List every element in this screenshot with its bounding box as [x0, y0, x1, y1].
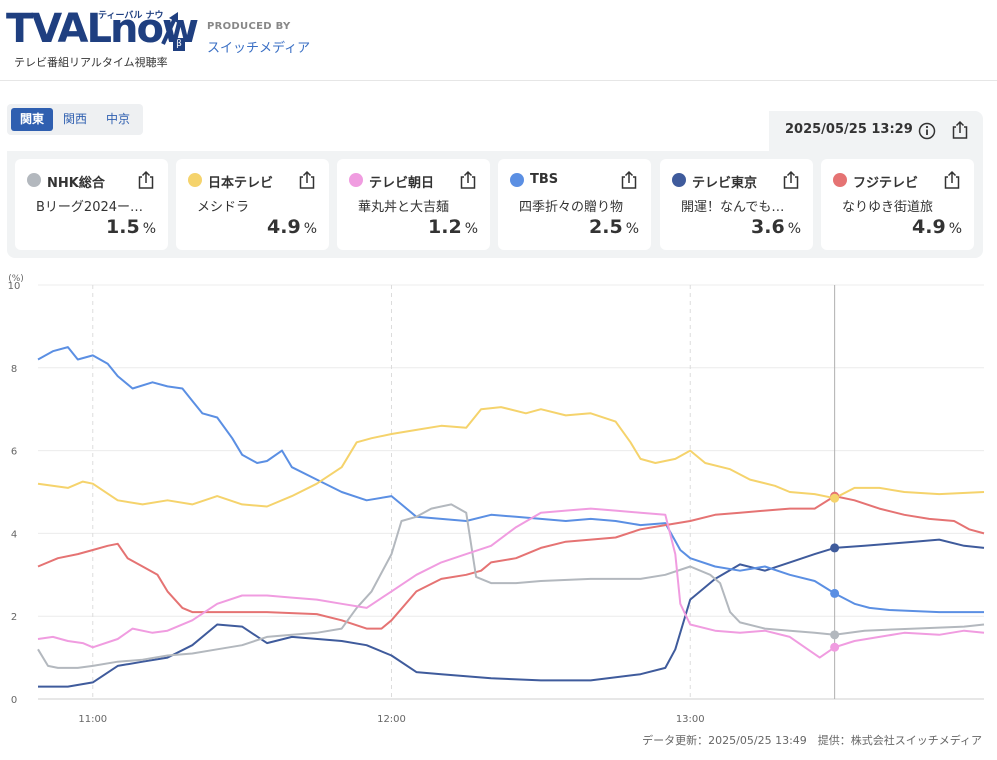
logo-arrow-icon	[161, 12, 178, 45]
cursor-marker	[830, 588, 840, 598]
y-tick-label: 0	[11, 695, 17, 706]
station-name: テレビ東京	[692, 176, 758, 191]
rating-value: 4.9%	[267, 216, 317, 238]
rating-value: 2.5%	[589, 216, 639, 238]
rating-unit: %	[464, 221, 478, 237]
station-card[interactable]: テレビ朝日華丸丼と大吉麺 1.2%	[337, 159, 490, 250]
cursor-marker	[830, 642, 840, 652]
rating-line-chart[interactable]: 0 2 4 6 8 10(%) 11:00 12:00 13:00	[0, 268, 997, 738]
share-icon[interactable]	[781, 170, 801, 190]
rating-value: 1.2%	[428, 216, 478, 238]
rating-number: 4.9	[912, 216, 946, 238]
station-card[interactable]: NHK総合 Bリーグ2024ー… 1.5%	[15, 159, 168, 250]
tab-kansai[interactable]: 関西	[62, 112, 87, 126]
y-tick-label: 10	[8, 281, 21, 292]
rating-number: 4.9	[267, 216, 301, 238]
x-tick-label: 13:00	[676, 714, 705, 725]
logo-kana: ティーバル ナウ	[98, 11, 164, 21]
station-color-dot	[188, 173, 202, 187]
series-line	[37, 507, 985, 659]
y-tick-label: 8	[11, 364, 17, 375]
program-title: 四季折々の贈り物	[519, 200, 624, 215]
logo-beta-badge: β	[173, 38, 185, 51]
rating-unit: %	[787, 221, 801, 237]
station-card[interactable]: 日本テレビメシドラ 4.9%	[176, 159, 329, 250]
station-color-dot	[349, 173, 363, 187]
current-datetime: 2025/05/25 13:29	[785, 122, 913, 137]
y-tick-label: 2	[11, 612, 17, 623]
logo-wordmark: TVALnow	[6, 6, 199, 52]
station-color-dot	[833, 173, 847, 187]
rating-value: 3.6%	[751, 216, 801, 238]
rating-number: 1.2	[428, 216, 462, 238]
station-card[interactable]: TBS 四季折々の贈り物 2.5%	[498, 159, 651, 250]
tvalnow-logo[interactable]: TVALnow ティーバル ナウ β テレビ番組リアルタイム視聴率	[6, 6, 199, 69]
rating-number: 2.5	[589, 216, 623, 238]
station-name: フジテレビ	[853, 176, 919, 191]
station-name: NHK総合	[47, 176, 105, 191]
series-line	[37, 503, 985, 669]
tab-kanto[interactable]: 関東	[11, 108, 53, 131]
producer-name[interactable]: スイッチメディア	[207, 41, 311, 56]
produced-by-label: PRODUCED BY	[207, 21, 291, 32]
app-header: TVALnow ティーバル ナウ β テレビ番組リアルタイム視聴率 PRODUC…	[0, 0, 997, 81]
station-name: TBS	[530, 172, 559, 187]
y-tick-label: 6	[11, 447, 17, 458]
rating-number: 1.5	[106, 216, 140, 238]
program-title: 開運！なんでも…	[681, 200, 785, 215]
rating-unit: %	[948, 221, 962, 237]
program-title: メシドラ	[197, 200, 250, 215]
y-tick-label: 4	[11, 529, 17, 540]
station-color-dot	[672, 173, 686, 187]
rating-unit: %	[142, 221, 156, 237]
logo-subtitle: テレビ番組リアルタイム視聴率	[14, 56, 168, 69]
station-card[interactable]: テレビ東京開運！なんでも… 3.6%	[660, 159, 813, 250]
tab-chukyo[interactable]: 中京	[105, 112, 130, 126]
data-update-footer: データ更新：2025/05/25 13:49 提供：株式会社スイッチメディア	[642, 734, 982, 747]
rating-number: 3.6	[751, 216, 785, 238]
program-title: Bリーグ2024ー…	[36, 200, 144, 215]
rating-unit: %	[625, 221, 639, 237]
rating-unit: %	[303, 221, 317, 237]
station-card[interactable]: フジテレビなりゆき街道旅 4.9%	[821, 159, 974, 250]
program-title: なりゆき街道旅	[842, 200, 934, 215]
x-tick-label: 11:00	[78, 714, 107, 725]
info-icon[interactable]	[918, 122, 936, 140]
cursor-marker	[830, 543, 840, 553]
share-icon[interactable]	[458, 170, 478, 190]
station-name: 日本テレビ	[208, 176, 274, 191]
series-line	[37, 406, 985, 508]
rating-value: 1.5%	[106, 216, 156, 238]
station-color-dot	[27, 173, 41, 187]
x-tick-label: 12:00	[377, 714, 406, 725]
station-name: テレビ朝日	[369, 176, 435, 191]
rating-value: 4.9%	[912, 216, 962, 238]
share-icon[interactable]	[297, 170, 317, 190]
cursor-marker	[830, 493, 840, 503]
station-color-dot	[510, 173, 524, 187]
series-line	[37, 495, 985, 630]
share-icon[interactable]	[136, 170, 156, 190]
logo-brand-main: TVAL	[6, 6, 112, 52]
series-line	[38, 538, 985, 688]
region-tabs: 関東 関西 中京	[7, 104, 143, 135]
y-unit-label: (%)	[8, 274, 24, 284]
share-icon[interactable]	[619, 170, 639, 190]
program-title: 華丸丼と大吉麺	[358, 200, 450, 215]
series-line	[37, 346, 984, 614]
cursor-marker	[830, 630, 840, 640]
share-icon[interactable]	[950, 120, 970, 140]
share-icon[interactable]	[942, 170, 962, 190]
